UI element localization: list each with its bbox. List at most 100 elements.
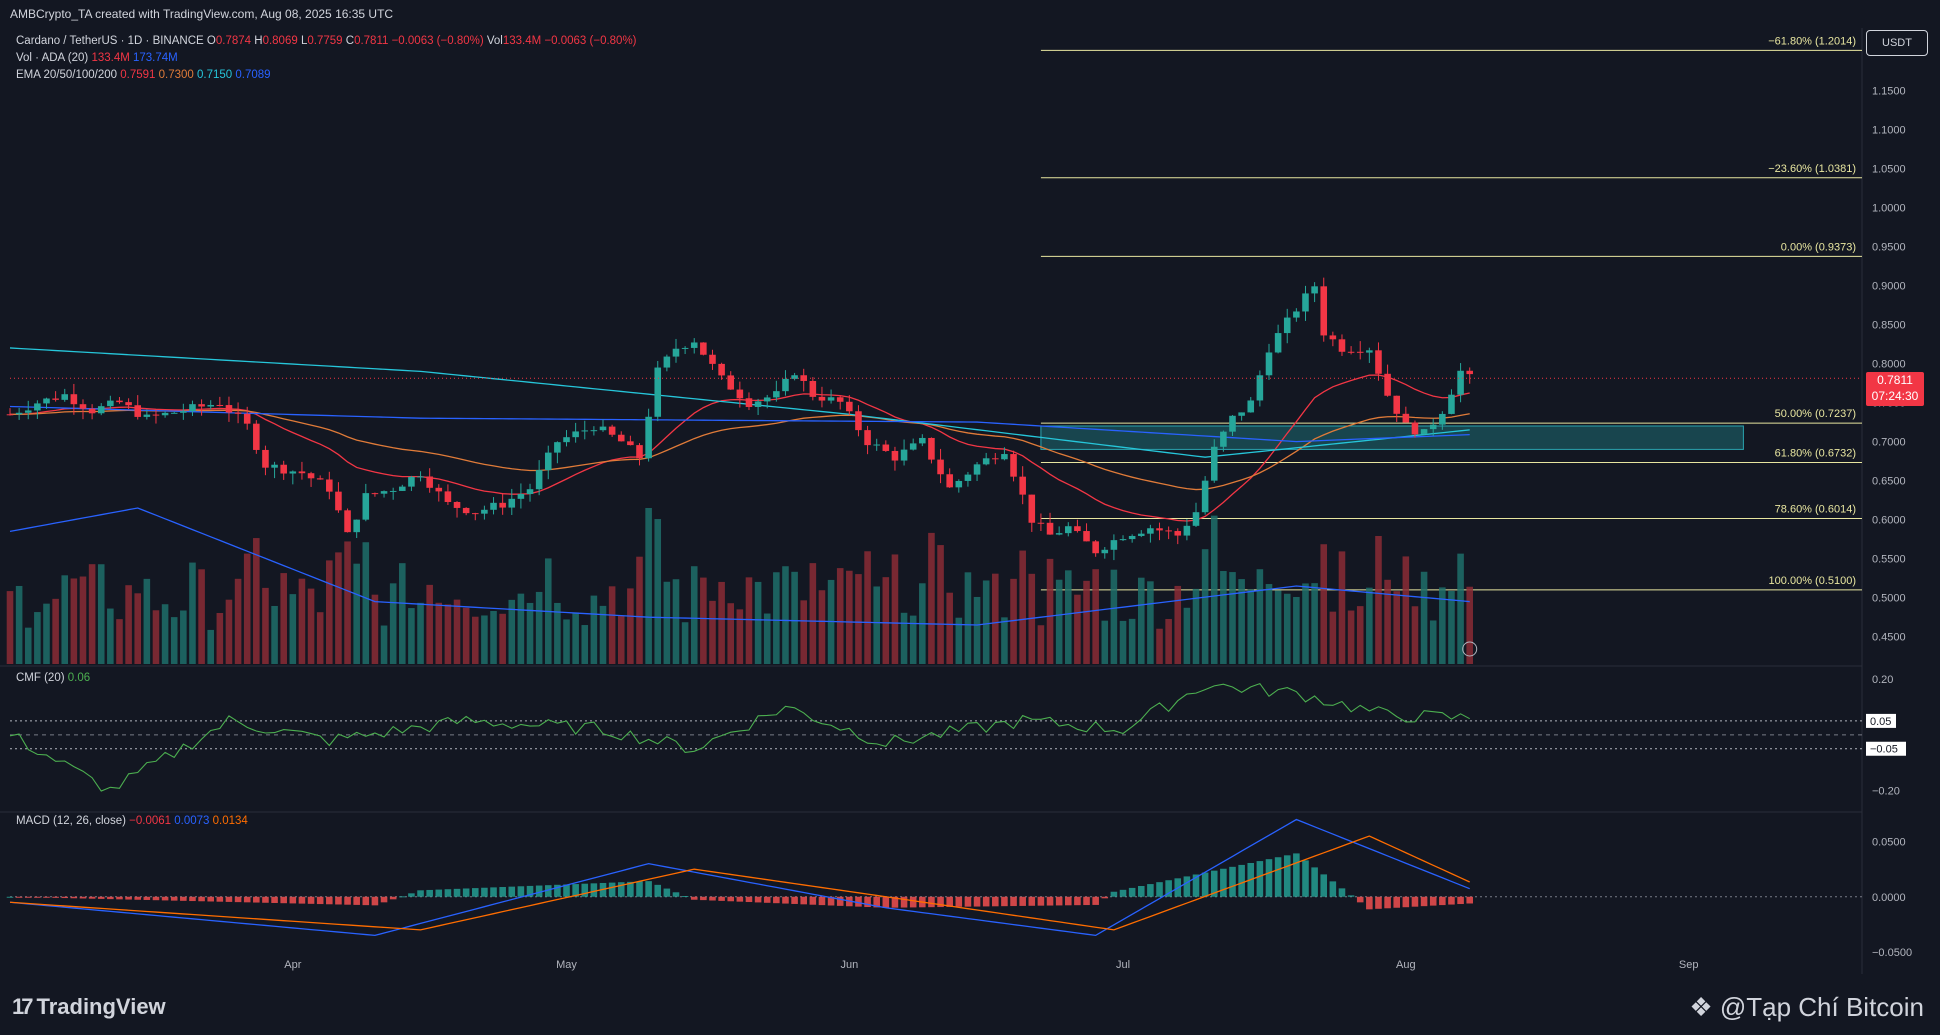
volume-bar xyxy=(1247,589,1255,664)
ema20-value: 0.7591 xyxy=(120,69,156,81)
candle xyxy=(1074,526,1081,532)
candle xyxy=(1457,370,1464,395)
volume-bar xyxy=(280,573,287,664)
macd-histogram-bar xyxy=(417,890,424,897)
candle xyxy=(864,430,871,446)
volume-bar xyxy=(818,590,826,664)
candle xyxy=(198,404,205,407)
currency-selector[interactable]: USDT xyxy=(1866,30,1928,56)
macd-histogram-bar xyxy=(1238,864,1245,897)
volume-bar xyxy=(1329,611,1337,664)
volume-bar xyxy=(690,566,698,664)
volume-bar xyxy=(1283,593,1291,664)
macd-histogram-bar xyxy=(827,896,835,906)
candle xyxy=(243,413,251,424)
vol-inline: 133.4M xyxy=(502,35,542,47)
price-tick-label: 0.4500 xyxy=(1872,632,1906,644)
volume-bar xyxy=(1092,569,1099,664)
macd-histogram-bar xyxy=(152,896,160,901)
candle xyxy=(79,404,87,409)
macd-histogram-bar xyxy=(608,882,616,897)
candle xyxy=(873,444,880,446)
candle xyxy=(782,378,789,392)
macd-histogram-bar xyxy=(964,896,972,907)
macd-histogram-bar xyxy=(335,896,342,905)
volume-bar xyxy=(152,610,160,664)
last-price-tag: 0.7811 07:24:30 xyxy=(1866,372,1924,406)
volume-bar xyxy=(180,610,187,664)
macd-histogram-bar xyxy=(34,896,41,898)
candle xyxy=(572,431,579,438)
macd-histogram-bar xyxy=(1320,874,1328,897)
candle xyxy=(1119,539,1127,541)
candle xyxy=(1092,541,1099,554)
volume-ma-value: 173.74M xyxy=(133,52,178,64)
volume-bar xyxy=(836,568,844,664)
volume-bar xyxy=(627,588,634,664)
volume-bar xyxy=(773,572,780,664)
candle xyxy=(1265,352,1273,376)
tradingview-logo[interactable]: 17 TradingView xyxy=(12,994,166,1020)
macd-histogram-bar xyxy=(481,887,488,897)
volume-bar xyxy=(563,619,570,664)
volume-bar xyxy=(973,596,981,664)
macd-histogram-bar xyxy=(1210,870,1218,897)
volume-bar xyxy=(1238,579,1245,664)
macd-histogram-bar xyxy=(1128,887,1136,897)
macd-histogram-bar xyxy=(627,881,634,897)
macd-histogram-bar xyxy=(216,896,224,902)
candle xyxy=(316,478,324,480)
macd-histogram-bar xyxy=(1010,896,1017,907)
volume-bar xyxy=(992,573,999,664)
fib-level-label: 0.00% (0.9373) xyxy=(1781,241,1856,253)
volume-bar xyxy=(170,617,178,664)
macd-histogram-bar xyxy=(645,881,652,897)
volume-bar xyxy=(590,595,598,664)
macd-histogram-bar xyxy=(690,896,698,900)
candle xyxy=(1220,431,1227,447)
price-chart[interactable]: −61.80% (1.2014) −23.60% (1.0381) 0.00% (0… xyxy=(0,28,1940,976)
candle xyxy=(435,487,443,492)
candle xyxy=(563,437,570,443)
candle xyxy=(608,426,616,435)
volume-bar xyxy=(1393,591,1401,664)
candle xyxy=(928,437,935,460)
volume-bar xyxy=(846,570,853,664)
macd-histogram-bar xyxy=(1001,896,1008,907)
macd-histogram-bar xyxy=(1329,881,1337,897)
candle xyxy=(700,342,707,355)
candle xyxy=(307,473,315,479)
candle xyxy=(1229,415,1236,432)
macd-histogram-bar xyxy=(617,882,625,897)
candle xyxy=(1420,429,1428,435)
volume-bar xyxy=(1055,579,1063,664)
macd-histogram-bar xyxy=(143,896,151,900)
volume-bar xyxy=(24,627,32,664)
macd-histogram-bar xyxy=(234,896,242,903)
macd-histogram-bar xyxy=(654,884,662,897)
volume-bar xyxy=(1311,583,1318,664)
volume-bar xyxy=(663,581,671,664)
volume-bar xyxy=(700,577,707,664)
volume-bar xyxy=(946,592,953,664)
fib-level-label: 50.00% (0.7237) xyxy=(1775,408,1856,420)
candle xyxy=(1311,286,1318,294)
close-label: C xyxy=(345,35,355,47)
candle xyxy=(125,402,132,406)
candle xyxy=(280,464,287,474)
cmf-tick-label: 0.20 xyxy=(1872,674,1893,686)
candle xyxy=(1411,422,1419,435)
candle xyxy=(88,408,96,414)
macd-histogram-bar xyxy=(891,896,899,908)
macd-histogram-bar xyxy=(344,896,351,905)
macd-histogram-bar xyxy=(818,896,826,906)
fib-level-label: 78.60% (0.6014) xyxy=(1775,504,1856,516)
macd-histogram-bar xyxy=(79,896,87,899)
volume-bar xyxy=(754,581,762,664)
macd-histogram-bar xyxy=(1347,895,1355,897)
candle xyxy=(1156,528,1163,531)
macd-histogram-bar xyxy=(1393,896,1401,908)
volume-bar xyxy=(1375,536,1382,664)
volume-bar xyxy=(791,571,798,664)
macd-histogram-bar xyxy=(134,896,142,900)
